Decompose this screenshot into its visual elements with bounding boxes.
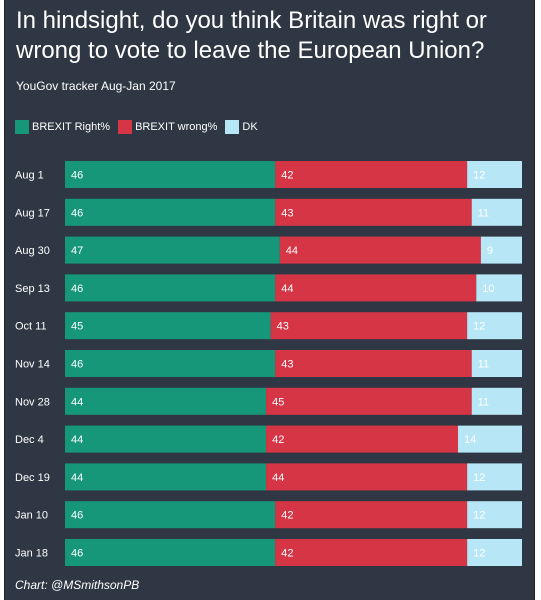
data-label-right: 46 bbox=[71, 207, 83, 219]
category-label: Dec 19 bbox=[15, 472, 50, 484]
bar-right bbox=[65, 350, 276, 377]
data-label-right: 47 bbox=[71, 245, 83, 257]
data-label-right: 44 bbox=[71, 472, 83, 484]
bar-wrong bbox=[275, 274, 477, 302]
bar-wrong bbox=[266, 463, 468, 491]
chart-title: In hindsight, do you think Britain was r… bbox=[16, 7, 487, 64]
legend-item-wrong: BREXIT wrong% bbox=[118, 120, 217, 134]
bar-dk bbox=[467, 312, 522, 340]
bar-wrong bbox=[275, 198, 472, 226]
data-label-dk: 12 bbox=[473, 548, 485, 560]
category-label: Aug 30 bbox=[15, 245, 50, 257]
data-label-wrong: 45 bbox=[272, 396, 284, 408]
category-label: Nov 28 bbox=[15, 396, 50, 408]
bar-dk bbox=[467, 501, 522, 529]
data-label-right: 46 bbox=[71, 359, 83, 371]
data-label-dk: 11 bbox=[478, 359, 489, 371]
bar-wrong bbox=[275, 539, 468, 566]
data-label-right: 45 bbox=[71, 321, 83, 333]
data-label-wrong: 43 bbox=[277, 321, 289, 333]
category-label: Sep 13 bbox=[15, 283, 50, 295]
bar-dk bbox=[480, 236, 522, 264]
bar-dk bbox=[471, 350, 522, 377]
category-label: Jan 18 bbox=[15, 548, 48, 560]
data-label-wrong: 44 bbox=[286, 245, 298, 257]
bar-chart: Aug 1 46 42 12 Aug 17 46 43 11 Aug 30 47 44 9 Sep 13… bbox=[15, 161, 522, 566]
bar-right bbox=[65, 236, 280, 264]
bar-dk bbox=[467, 539, 522, 566]
bar-wrong bbox=[275, 501, 468, 529]
data-label-dk: 10 bbox=[482, 283, 494, 295]
legend-label-wrong: BREXIT wrong% bbox=[135, 121, 218, 133]
legend-swatch-dk bbox=[225, 120, 240, 134]
category-label: Aug 17 bbox=[15, 207, 50, 219]
data-label-right: 44 bbox=[71, 396, 83, 408]
data-label-wrong: 42 bbox=[281, 548, 293, 560]
bar-wrong bbox=[270, 312, 468, 340]
chart-panel: In hindsight, do you think Britain was r… bbox=[4, 0, 535, 600]
data-label-right: 46 bbox=[71, 170, 83, 182]
category-label: Oct 11 bbox=[15, 321, 47, 333]
data-label-dk: 12 bbox=[473, 472, 485, 484]
data-label-right: 46 bbox=[71, 510, 83, 522]
bar-dk bbox=[458, 425, 522, 453]
legend: BREXIT Right% BREXIT wrong% DK bbox=[15, 120, 266, 134]
legend-swatch-wrong bbox=[118, 120, 133, 134]
bar-right bbox=[65, 501, 276, 529]
bar-right bbox=[65, 539, 276, 566]
data-label-wrong: 43 bbox=[281, 207, 293, 219]
bar-dk bbox=[476, 274, 522, 302]
bar-right bbox=[65, 198, 276, 226]
bar-wrong bbox=[266, 387, 472, 415]
data-label-dk: 9 bbox=[487, 245, 493, 257]
data-label-right: 44 bbox=[71, 434, 83, 446]
bar-right bbox=[65, 425, 267, 453]
data-label-right: 46 bbox=[71, 548, 83, 560]
data-label-wrong: 43 bbox=[281, 359, 293, 371]
bar-wrong bbox=[275, 161, 468, 188]
category-label: Aug 1 bbox=[15, 170, 44, 182]
category-label: Jan 10 bbox=[15, 510, 48, 522]
bar-right bbox=[65, 274, 276, 302]
data-label-dk: 11 bbox=[478, 396, 489, 408]
data-label-wrong: 42 bbox=[272, 434, 284, 446]
category-label: Dec 4 bbox=[15, 434, 44, 446]
data-label-wrong: 42 bbox=[281, 170, 293, 182]
bar-dk bbox=[467, 463, 522, 491]
bar-right bbox=[65, 463, 267, 491]
data-label-dk: 12 bbox=[473, 170, 485, 182]
bar-dk bbox=[471, 198, 522, 226]
legend-item-dk: DK bbox=[225, 120, 258, 134]
bar-right bbox=[65, 312, 271, 340]
data-label-dk: 11 bbox=[478, 207, 489, 219]
data-label-wrong: 44 bbox=[272, 472, 284, 484]
data-label-wrong: 42 bbox=[281, 510, 293, 522]
legend-label-right: BREXIT Right% bbox=[32, 121, 111, 133]
data-label-dk: 12 bbox=[473, 510, 485, 522]
bar-wrong bbox=[279, 236, 481, 264]
data-label-dk: 12 bbox=[473, 321, 485, 333]
data-label-wrong: 44 bbox=[281, 283, 293, 295]
data-label-dk: 14 bbox=[464, 434, 476, 446]
bar-wrong bbox=[266, 425, 459, 453]
bar-right bbox=[65, 387, 267, 415]
legend-item-right: BREXIT Right% bbox=[15, 120, 110, 134]
bar-right bbox=[65, 161, 276, 188]
bar-dk bbox=[467, 161, 522, 188]
legend-label-dk: DK bbox=[242, 121, 258, 133]
category-label: Nov 14 bbox=[15, 359, 50, 371]
legend-swatch-right bbox=[15, 120, 29, 134]
chart-credit: Chart: @MSmithsonPB bbox=[15, 578, 140, 592]
bar-wrong bbox=[275, 350, 472, 377]
bar-dk bbox=[471, 387, 522, 415]
data-label-right: 46 bbox=[71, 283, 83, 295]
chart-subtitle: YouGov tracker Aug-Jan 2017 bbox=[16, 79, 176, 93]
